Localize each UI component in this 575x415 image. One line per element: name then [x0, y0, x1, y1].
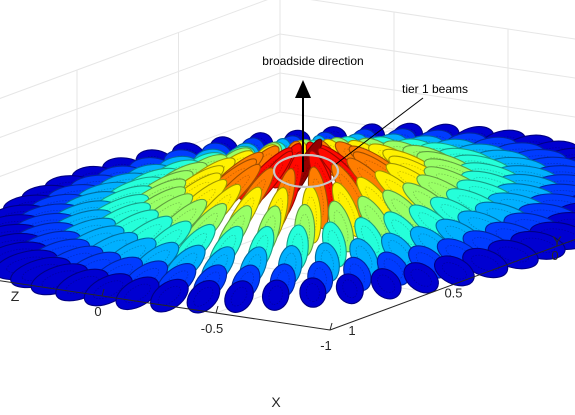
x-tick: [215, 305, 219, 314]
beam-lobe: [370, 268, 402, 300]
y-tick-label: 0: [551, 248, 558, 263]
beam-lobe-mesh: [355, 245, 373, 270]
beam-lobe-mesh: [377, 274, 396, 293]
beam-lobe-mesh: [383, 258, 404, 279]
beam-lobe: [261, 279, 290, 311]
gridline: [0, 72, 281, 177]
beam-lobe: [299, 277, 327, 308]
beam-lobe-mesh: [305, 283, 320, 303]
beam-lobe-mesh: [428, 130, 453, 147]
beam-lobe-mesh: [520, 237, 556, 254]
x-axis-label: X: [271, 394, 281, 410]
beam-lobe-mesh: [342, 279, 358, 299]
beam-lobe-mesh: [540, 228, 575, 244]
annotations: broadside direction tier 1 beams: [262, 54, 468, 189]
y-axis-label: Y: [552, 233, 562, 249]
gridline: [279, 33, 575, 79]
tick-labels: 10.50-0.5-1-1-0.500.5100.511.5: [94, 248, 558, 353]
y-tick-label: 1: [348, 323, 355, 338]
gridline: [0, 33, 281, 138]
beam-lobe-mesh: [124, 283, 151, 303]
y-axis-line: [329, 238, 575, 331]
beam-lobe-mesh: [93, 280, 124, 300]
beam-lobe-mesh: [65, 275, 99, 295]
beam-lobes: [0, 122, 575, 314]
beam-lobe-mesh: [445, 245, 474, 264]
y-tick-label: 0.5: [444, 286, 462, 301]
beam-lobe-mesh: [410, 268, 432, 287]
x-tick: [101, 288, 105, 297]
beam-lobe: [335, 273, 364, 305]
tier1-label: tier 1 beams: [402, 82, 468, 96]
beam-lobe-mesh: [157, 285, 182, 306]
beam-lobe: [150, 278, 189, 313]
tier1-pointer-line: [335, 97, 424, 165]
x-tick: [329, 322, 333, 331]
beam-lobe-mesh: [89, 239, 127, 262]
beam-lobe-mesh: [6, 256, 46, 274]
beam-lobe-mesh: [268, 285, 283, 305]
x-tick-label: -0.5: [201, 321, 223, 336]
broadside-label: broadside direction: [262, 54, 363, 68]
gridline: [279, 72, 575, 118]
beam-lobe-mesh: [497, 246, 530, 263]
z-axis-label: Z: [11, 288, 20, 304]
beam-lobe-mesh: [193, 286, 214, 307]
beam-lobe-mesh: [457, 195, 496, 216]
broadside-arrow-head: [295, 80, 311, 98]
beam-lobe-mesh: [441, 262, 467, 280]
tier1-circle: [272, 153, 340, 189]
beam-lobe-mesh: [362, 129, 380, 146]
beam-lobe-mesh: [360, 225, 380, 253]
beam-lobe-mesh: [230, 286, 248, 307]
beam-lobe: [115, 276, 160, 311]
x-tick-label: -1: [320, 338, 332, 353]
x-tick-label: 0: [94, 304, 101, 319]
